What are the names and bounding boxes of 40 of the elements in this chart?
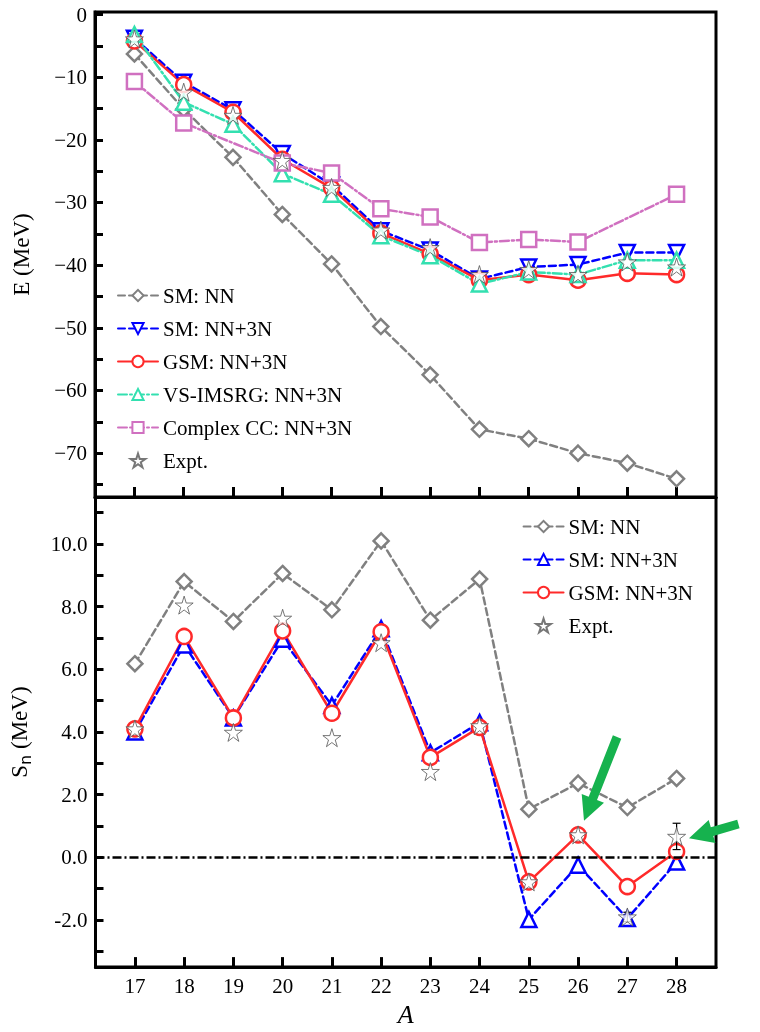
y-tick-label: −40 <box>54 253 87 278</box>
x-tick-label: 17 <box>124 973 146 998</box>
legend-label: SM: NN <box>568 514 641 539</box>
legend-label: Complex CC: NN+3N <box>163 415 353 440</box>
y-tick-label: 0 <box>76 2 87 27</box>
legend-label: SM: NN+3N <box>163 316 273 341</box>
y-tick-label: 10.0 <box>50 532 88 557</box>
y-tick-label: -2.0 <box>54 908 88 933</box>
x-tick-label: 20 <box>272 973 294 998</box>
legend-label: VS-IMSRG: NN+3N <box>163 382 343 407</box>
y-tick-label: −10 <box>54 65 87 90</box>
y-tick-label: −70 <box>54 441 87 466</box>
y-tick-label: −20 <box>54 127 87 152</box>
y-tick-label: 8.0 <box>61 594 88 619</box>
x-tick-label: 23 <box>419 973 441 998</box>
x-tick-label: 28 <box>666 973 688 998</box>
x-axis-title: A <box>395 999 414 1029</box>
x-tick-label: 22 <box>370 973 392 998</box>
x-tick-label: 27 <box>616 973 638 998</box>
y-tick-label: −30 <box>54 190 87 215</box>
y-tick-label: 4.0 <box>61 720 88 745</box>
y-tick-label: 0.0 <box>61 845 88 870</box>
x-tick-label: 26 <box>567 973 589 998</box>
y-axis-title: E (MeV) <box>9 213 34 296</box>
x-tick-label: 21 <box>321 973 343 998</box>
y-tick-label: 2.0 <box>61 782 88 807</box>
legend-label: GSM: NN+3N <box>163 349 288 374</box>
legend-label: SM: NN+3N <box>568 547 678 572</box>
legend-label: Expt. <box>568 613 614 638</box>
y-axis-title: Sn (MeV) <box>7 686 35 778</box>
x-tick-label: 24 <box>469 973 491 998</box>
y-tick-label: −60 <box>54 378 87 403</box>
y-tick-label: −50 <box>54 315 87 340</box>
legend-label: GSM: NN+3N <box>568 580 694 605</box>
legend-label: Expt. <box>163 448 208 473</box>
legend-label: SM: NN <box>163 283 235 308</box>
x-tick-label: 19 <box>222 973 244 998</box>
y-tick-label: 6.0 <box>61 657 88 682</box>
x-tick-label: 25 <box>518 973 540 998</box>
x-tick-label: 18 <box>173 973 195 998</box>
